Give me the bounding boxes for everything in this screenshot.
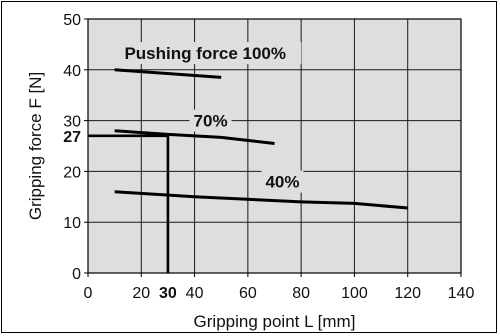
x-tick-label-3: 40	[186, 285, 204, 302]
series-label-bg-0	[109, 42, 302, 65]
x-axis-title: Gripping point L [mm]	[194, 312, 356, 331]
series-line-0	[114, 68, 222, 79]
y-axis-title: Gripping force F [N]	[26, 72, 45, 220]
series-label-0: Pushing force 100%	[124, 44, 286, 63]
x-tick-label-6: 100	[341, 285, 368, 302]
y-tick-label-0: 0	[72, 266, 81, 283]
y-tick-label-1: 10	[63, 215, 81, 232]
y-tick-label-6: 50	[63, 12, 81, 29]
y-tick-label-3: 27	[63, 129, 81, 146]
series-label-2: 40%	[265, 173, 299, 192]
y-tick-label-2: 20	[63, 164, 81, 181]
x-tick-label-1: 20	[132, 285, 150, 302]
series-line-2	[114, 190, 408, 210]
x-tick-label-8: 140	[448, 285, 475, 302]
plot-border	[87, 18, 462, 274]
series-label-bg-2	[261, 170, 304, 193]
y-tick-label-4: 30	[63, 114, 81, 131]
series-label-1: 70%	[194, 112, 228, 131]
x-tick-label-5: 80	[292, 285, 310, 302]
x-tick-label-0: 0	[84, 285, 93, 302]
x-tick-label-2: 30	[159, 285, 177, 302]
x-tick-label-7: 120	[394, 285, 421, 302]
x-tick-label-4: 60	[239, 285, 257, 302]
series-label-bg-1	[189, 109, 232, 132]
y-tick-label-5: 40	[63, 63, 81, 80]
series-line-1	[114, 129, 275, 145]
reference-line-0	[88, 134, 170, 273]
